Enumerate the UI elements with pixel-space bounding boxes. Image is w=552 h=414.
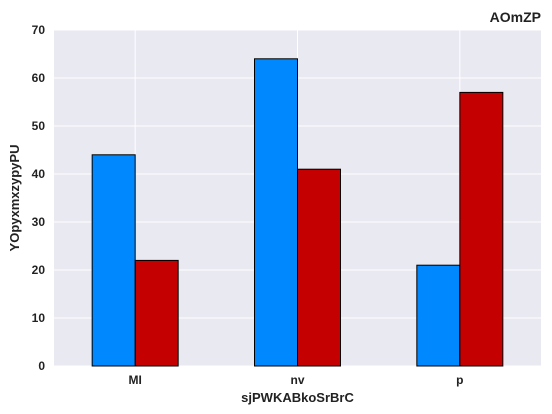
y-axis-ticks: 0 10 20 30 40 50 60 70 xyxy=(32,23,46,373)
x-tick-label: MI xyxy=(128,373,141,387)
y-tick-label: 20 xyxy=(32,263,46,277)
bar-series-2-p xyxy=(459,91,504,367)
x-axis-ticks: MI nv p xyxy=(128,373,463,387)
bars xyxy=(91,58,504,367)
x-tick-label: p xyxy=(456,373,463,387)
y-tick-label: 10 xyxy=(32,311,46,325)
bar-series-2-MI xyxy=(134,259,179,367)
y-tick-label: 0 xyxy=(38,359,45,373)
y-tick-label: 40 xyxy=(32,167,46,181)
y-tick-label: 50 xyxy=(32,119,46,133)
chart-title: AOmZP xyxy=(490,9,541,25)
y-axis-label: YOpyxmxzypyPU xyxy=(7,145,22,252)
x-axis-label: sjPWKABkoSrBrC xyxy=(241,390,354,405)
x-tick-label: nv xyxy=(290,373,304,387)
bar-series-1-MI xyxy=(91,154,136,367)
y-tick-label: 30 xyxy=(32,215,46,229)
y-tick-label: 60 xyxy=(32,71,46,85)
bar-series-1-p xyxy=(416,264,461,367)
bar-series-2-nv xyxy=(297,168,341,367)
bar-series-1-nv xyxy=(254,58,298,367)
y-tick-label: 70 xyxy=(32,23,46,37)
